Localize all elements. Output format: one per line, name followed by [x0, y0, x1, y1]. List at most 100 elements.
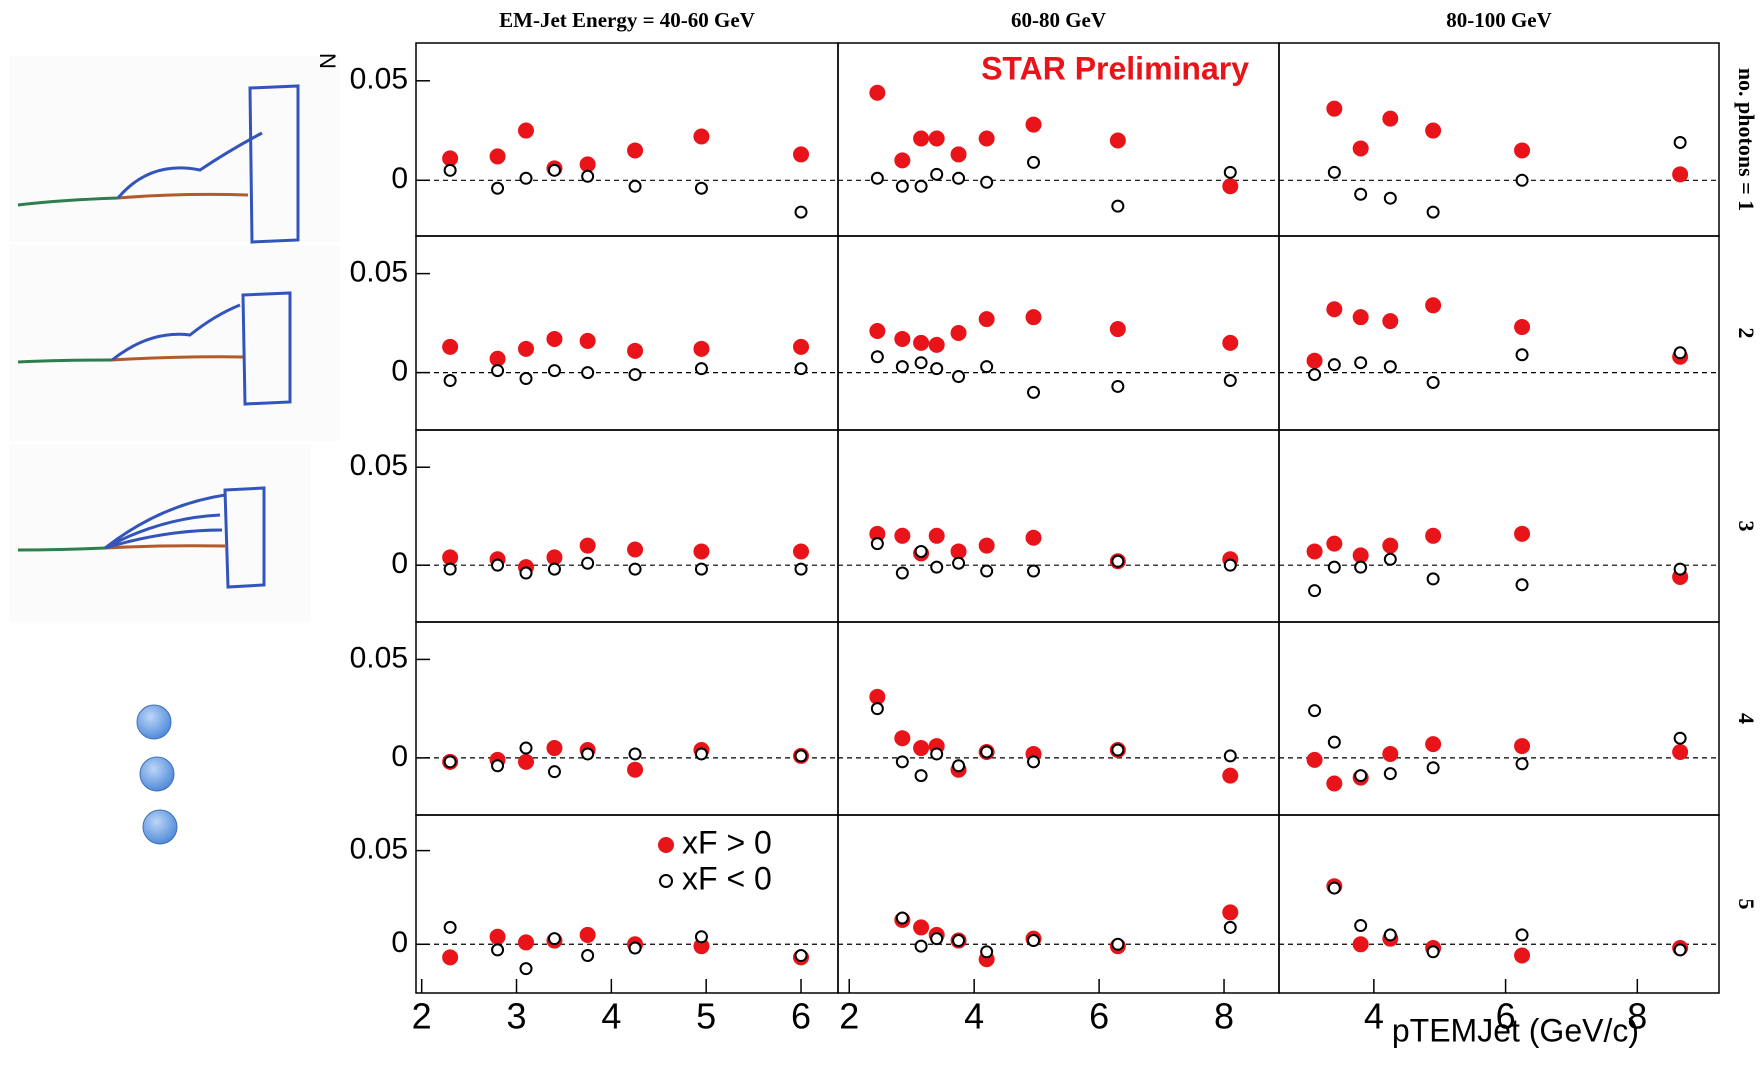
- filled-point: [1672, 743, 1689, 760]
- column-title: 60-80 GeV: [1011, 8, 1106, 32]
- filled-point: [1425, 527, 1442, 544]
- filled-point: [950, 146, 967, 163]
- filled-point: [579, 332, 596, 349]
- open-point: [547, 765, 561, 779]
- filled-point: [1326, 100, 1343, 117]
- x-tick-label: 3: [507, 996, 527, 1037]
- filled-point: [518, 934, 535, 951]
- filled-point: [442, 338, 459, 355]
- y-tick-label: 0.05: [350, 449, 408, 482]
- open-point: [491, 364, 505, 378]
- open-point: [1354, 769, 1368, 783]
- y-tick-label: 0: [391, 162, 408, 195]
- y-tick-label: 0: [391, 547, 408, 580]
- open-point: [1383, 928, 1397, 942]
- open-point: [1426, 375, 1440, 389]
- panel-frame: [415, 42, 839, 237]
- panel-frame: [415, 814, 839, 994]
- filled-point: [1514, 947, 1531, 964]
- open-point: [1111, 554, 1125, 568]
- filled-point: [894, 730, 911, 747]
- filled-point: [913, 130, 930, 147]
- filled-point: [546, 330, 563, 347]
- open-point: [581, 366, 595, 380]
- open-point: [1426, 572, 1440, 586]
- y-tick-label: 0.05: [350, 641, 408, 674]
- filled-point: [913, 740, 930, 757]
- filled-point: [1025, 116, 1042, 133]
- open-point: [581, 556, 595, 570]
- open-point: [1027, 564, 1041, 578]
- x-tick-label: 2: [839, 996, 859, 1037]
- open-point: [694, 562, 708, 576]
- open-point: [1673, 943, 1687, 957]
- filled-point: [1514, 319, 1531, 336]
- x-axis-label: pTEMJet (GeV/c): [1392, 1012, 1639, 1048]
- open-point: [581, 949, 595, 963]
- filled-point: [950, 543, 967, 560]
- open-point: [1354, 919, 1368, 933]
- open-point: [930, 362, 944, 376]
- ellipsis-dots: [136, 704, 178, 845]
- open-point: [952, 171, 966, 185]
- filled-point: [1326, 301, 1343, 318]
- open-point: [895, 360, 909, 374]
- filled-point: [793, 338, 810, 355]
- open-point: [1223, 165, 1237, 179]
- open-point: [930, 932, 944, 946]
- open-point: [628, 941, 642, 955]
- open-point: [895, 566, 909, 580]
- open-point: [1223, 749, 1237, 763]
- panel-frame: [415, 235, 839, 431]
- open-point: [1111, 937, 1125, 951]
- open-point: [1308, 584, 1322, 598]
- filled-point: [1306, 751, 1323, 768]
- filled-point: [869, 688, 886, 705]
- open-point: [952, 759, 966, 773]
- filled-point: [1514, 738, 1531, 755]
- filled-point: [627, 761, 644, 778]
- panel-frame: [837, 429, 1280, 623]
- open-point: [491, 943, 505, 957]
- x-tick-label: 2: [412, 996, 432, 1037]
- legend-marker: [658, 837, 674, 853]
- open-point: [694, 747, 708, 761]
- filled-point: [442, 150, 459, 167]
- open-point: [1426, 205, 1440, 219]
- filled-point: [1025, 529, 1042, 546]
- filled-point: [1222, 904, 1239, 921]
- legend-label: xF < 0: [682, 860, 772, 896]
- filled-point: [442, 949, 459, 966]
- open-point: [1383, 191, 1397, 205]
- open-point: [1308, 704, 1322, 718]
- open-point: [1426, 761, 1440, 775]
- filled-point: [1382, 537, 1399, 554]
- open-point: [870, 350, 884, 364]
- open-point: [694, 362, 708, 376]
- open-point: [1327, 358, 1341, 372]
- sketches: [9, 56, 340, 622]
- filled-point: [693, 543, 710, 560]
- panel-frame: [415, 621, 839, 816]
- filled-point: [1025, 309, 1042, 326]
- filled-point: [693, 340, 710, 357]
- open-point: [694, 930, 708, 944]
- open-point: [1515, 757, 1529, 771]
- open-point: [1027, 755, 1041, 769]
- filled-point: [978, 311, 995, 328]
- open-point: [952, 370, 966, 384]
- panel-frame: [837, 621, 1280, 816]
- row-label: 4: [1734, 713, 1759, 724]
- open-point: [914, 356, 928, 370]
- filled-point: [1352, 140, 1369, 157]
- open-point: [519, 566, 533, 580]
- filled-point: [489, 350, 506, 367]
- filled-point: [489, 928, 506, 945]
- open-point: [1515, 928, 1529, 942]
- filled-point: [579, 537, 596, 554]
- open-point: [1383, 767, 1397, 781]
- filled-point: [1222, 178, 1239, 195]
- filled-point: [1672, 166, 1689, 183]
- open-point: [870, 537, 884, 551]
